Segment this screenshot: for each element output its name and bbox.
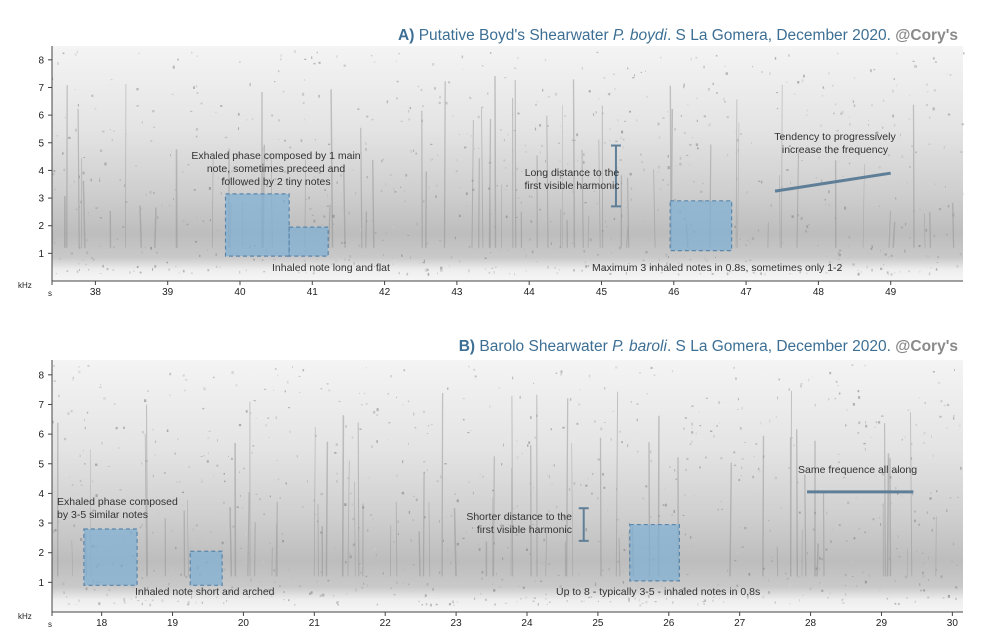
y-tick-label: 2: [38, 548, 44, 559]
x-tick-label: 22: [380, 618, 392, 629]
inhaled-note-box: [189, 550, 223, 586]
x-tick-label: 39: [162, 287, 174, 298]
x-tick-label: 28: [805, 618, 817, 629]
x-tick-label: 30: [947, 618, 959, 629]
inhaled-notes-box: [629, 523, 681, 582]
y-tick-label: 5: [38, 459, 44, 470]
x-tick-label: 26: [663, 618, 675, 629]
x-tick-label: 47: [741, 287, 753, 298]
inhaled-notes-box: [669, 200, 733, 252]
frequency-trend-line: [774, 171, 891, 193]
inhaled-note-note: Inhaled note long and flat: [272, 262, 390, 274]
chart-title-a: A) Putative Boyd's Shearwater P. boydi. …: [398, 27, 958, 44]
x-tick-label: 48: [813, 287, 825, 298]
y-tick-label: 3: [38, 194, 44, 205]
x-tick-label: 20: [238, 618, 250, 629]
inhaled-note-note: Inhaled note short and arched: [135, 586, 275, 598]
y-tick-label: 1: [38, 249, 44, 260]
x-tick-label: 25: [592, 618, 604, 629]
exhaled-phase-box: [83, 528, 138, 586]
x-tick-label: 38: [90, 287, 102, 298]
x-tick-label: 23: [451, 618, 463, 629]
x-tick-label: 29: [876, 618, 888, 629]
x-axis-label: s: [48, 289, 52, 298]
x-tick-label: 43: [451, 287, 463, 298]
x-tick-label: 46: [668, 287, 680, 298]
x-axis-label: s: [48, 620, 52, 629]
x-tick-label: 19: [167, 618, 179, 629]
y-tick-label: 5: [38, 138, 44, 149]
y-tick-label: 3: [38, 519, 44, 530]
y-tick-label: 8: [38, 370, 44, 381]
spectrogram-panel-b: B) Barolo Shearwater P. baroli. S La Gom…: [0, 318, 1000, 637]
spectrogram-panel-a: A) Putative Boyd's Shearwater P. boydi. …: [0, 0, 1000, 318]
spectrogram-background: [52, 46, 963, 281]
x-tick-label: 42: [379, 287, 391, 298]
inhaled-count-note: Maximum 3 inhaled notes in 0.8s, sometim…: [592, 262, 843, 274]
inhaled-count-note: Up to 8 - typically 3-5 - inhaled notes …: [556, 586, 761, 598]
y-tick-label: 8: [38, 55, 44, 66]
x-tick-label: 41: [307, 287, 319, 298]
x-tick-label: 21: [309, 618, 321, 629]
y-tick-label: 2: [38, 221, 44, 232]
y-axis-label: kHz: [18, 281, 32, 290]
y-axis-label: kHz: [18, 612, 32, 621]
x-tick-label: 18: [96, 618, 108, 629]
harmonic-distance-note: Long distance to the first visible harmo…: [524, 167, 620, 192]
exhaled-phase-note: Exhaled phase composed by 1 main note, s…: [191, 150, 361, 188]
y-tick-label: 1: [38, 578, 44, 589]
spectrogram-noise: [52, 50, 965, 276]
exhaled-phase-box: [224, 193, 290, 257]
x-tick-label: 24: [521, 618, 533, 629]
chart-title-b: B) Barolo Shearwater P. baroli. S La Gom…: [458, 338, 958, 355]
same-frequency-note: Same frequence all along: [798, 464, 918, 476]
x-tick-label: 27: [734, 618, 746, 629]
x-tick-label: 40: [234, 287, 246, 298]
exhaled-phase-note: Exhaled phase composed by 3-5 similar no…: [57, 496, 178, 521]
spectrogram-noise: [52, 364, 962, 607]
harmonic-distance-note: Shorter distance to the first visible ha…: [466, 511, 572, 536]
harmonic-distance-marker: [578, 507, 589, 542]
y-tick-label: 7: [38, 400, 44, 411]
y-tick-label: 4: [38, 489, 44, 500]
call-streaks: [64, 75, 955, 248]
y-tick-label: 6: [38, 111, 44, 122]
y-tick-label: 6: [38, 430, 44, 441]
x-tick-label: 49: [885, 287, 897, 298]
x-tick-label: 44: [524, 287, 536, 298]
x-tick-label: 45: [596, 287, 608, 298]
frequency-trend-note: Tendency to progressively increase the f…: [774, 131, 896, 156]
inhaled-note-box: [288, 226, 329, 257]
y-tick-label: 7: [38, 83, 44, 94]
y-tick-label: 4: [38, 166, 44, 177]
harmonic-distance-marker: [610, 144, 621, 208]
